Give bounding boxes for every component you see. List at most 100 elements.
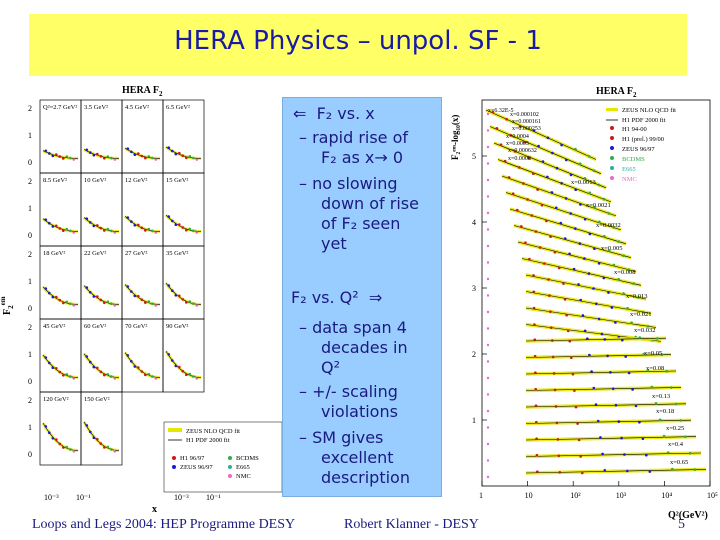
left-panel-data-point: [151, 302, 154, 305]
left-ytick-label: 0: [28, 304, 32, 313]
right-data-point: [569, 173, 573, 177]
right-data-point: [511, 192, 515, 195]
left-panel-q2-label: 120 GeV²: [43, 396, 69, 403]
left-panel-data-point: [85, 355, 89, 358]
right-data-point: [603, 469, 607, 472]
right-data-point: [684, 435, 687, 439]
right-data-point: [568, 339, 572, 343]
left-panel-data-point: [137, 223, 140, 227]
right-data-point: [581, 471, 584, 475]
left-panel-data-point: [65, 155, 69, 158]
left-panel-data-point: [89, 151, 92, 154]
right-data-point: [560, 143, 563, 147]
right-data-point: [555, 206, 558, 210]
left-panel-data-point: [58, 370, 62, 374]
callout-line: – +/- scaling: [299, 382, 398, 401]
right-data-point: [588, 353, 591, 357]
left-panel-data-point: [192, 375, 195, 378]
left-panel-data-point: [171, 289, 174, 292]
left-panel-fit-band: [82, 421, 119, 452]
callout-line: violations: [321, 402, 398, 421]
right-data-point: [578, 162, 582, 165]
right-data-point: [610, 306, 614, 309]
left-panel-data-point: [167, 146, 171, 149]
left-panel-data-point: [55, 367, 58, 370]
right-data-point: [587, 272, 591, 275]
left-panel-data-point: [154, 158, 158, 161]
right-data-point: [486, 162, 490, 165]
right-x-bin-label: x=0.65: [670, 459, 688, 466]
right-fit-line: [525, 387, 682, 391]
left-panel-data-point: [44, 425, 48, 428]
right-data-point: [624, 355, 627, 358]
right-data-point: [562, 282, 565, 285]
left-panel-data-point: [137, 152, 140, 155]
left-panel-data-point: [92, 224, 96, 228]
right-data-point: [638, 336, 642, 339]
right-x-bin-label: x=0.021: [630, 311, 652, 318]
right-legend-label: H1 94-00: [622, 126, 647, 133]
right-xtick-label: 10: [525, 491, 533, 500]
left-panel-data-point: [174, 294, 178, 297]
left-panel-frame: [162, 318, 205, 393]
legend-label: E665: [236, 464, 250, 471]
right-data-point: [588, 232, 592, 236]
left-ytick-label: 0: [28, 158, 32, 167]
right-data-point: [556, 438, 560, 441]
left-panel-data-point: [147, 155, 151, 158]
right-data-point: [665, 369, 668, 373]
right-legend-marker: [610, 126, 614, 130]
left-panel-fit-band: [124, 215, 160, 233]
right-data-point: [617, 277, 620, 281]
right-xtick-label: 10²: [570, 491, 581, 500]
right-data-point: [528, 257, 531, 261]
right-fit-line: [525, 403, 687, 408]
right-legend-label: H1 (prel.) 99/00: [622, 136, 664, 143]
right-data-point: [634, 404, 638, 408]
right-data-point: [532, 274, 535, 277]
right-data-point: [679, 419, 682, 422]
right-arrow-icon: ⇒: [368, 288, 383, 307]
right-data-point: [538, 246, 542, 249]
right-data-point: [495, 127, 499, 130]
right-data-point: [486, 459, 490, 462]
left-panel-data-point: [44, 218, 48, 221]
right-x-bin-label: x=0.000253: [512, 126, 541, 132]
right-data-point: [486, 294, 490, 297]
left-panel-fit-band: [123, 351, 160, 379]
left-panel-data-point: [167, 215, 171, 218]
left-panel-data-point: [133, 153, 137, 156]
left-panel-data-point: [92, 154, 96, 157]
legend-marker: [172, 456, 176, 460]
left-panel-data-point: [151, 375, 154, 378]
left-ytick-label: 1: [28, 277, 32, 286]
right-data-point: [532, 306, 536, 310]
right-data-point: [532, 172, 535, 176]
right-data-point: [534, 371, 537, 375]
left-panel-data-point: [99, 226, 103, 230]
right-fit-line: [505, 192, 622, 231]
callout-line: of F₂ seen: [321, 214, 401, 233]
right-data-point: [486, 228, 490, 231]
right-data-point: [597, 183, 601, 187]
left-panel-data-point: [62, 229, 65, 232]
right-data-point: [574, 188, 577, 191]
right-xtick-label: 10³: [616, 491, 627, 500]
left-panel-data-point: [44, 149, 48, 153]
left-panel-data-point: [85, 424, 89, 427]
right-fit-line: [525, 274, 647, 300]
right-data-point: [536, 188, 539, 191]
left-panel-data-point: [140, 370, 144, 373]
right-data-point: [491, 110, 495, 114]
left-panel-data-point: [69, 375, 72, 378]
right-fit-line: [485, 109, 597, 160]
left-panel-data-point: [89, 360, 92, 364]
left-plot-title-label: HERA F2: [122, 85, 163, 98]
right-data-point: [606, 354, 609, 358]
right-data-point: [530, 214, 534, 217]
legend-label: ZEUS 96/97: [180, 464, 213, 471]
right-data-point: [666, 451, 670, 454]
right-ytick-label: 3: [472, 284, 476, 293]
left-panel-data-point: [62, 446, 65, 449]
left-panel-data-point: [126, 147, 130, 150]
